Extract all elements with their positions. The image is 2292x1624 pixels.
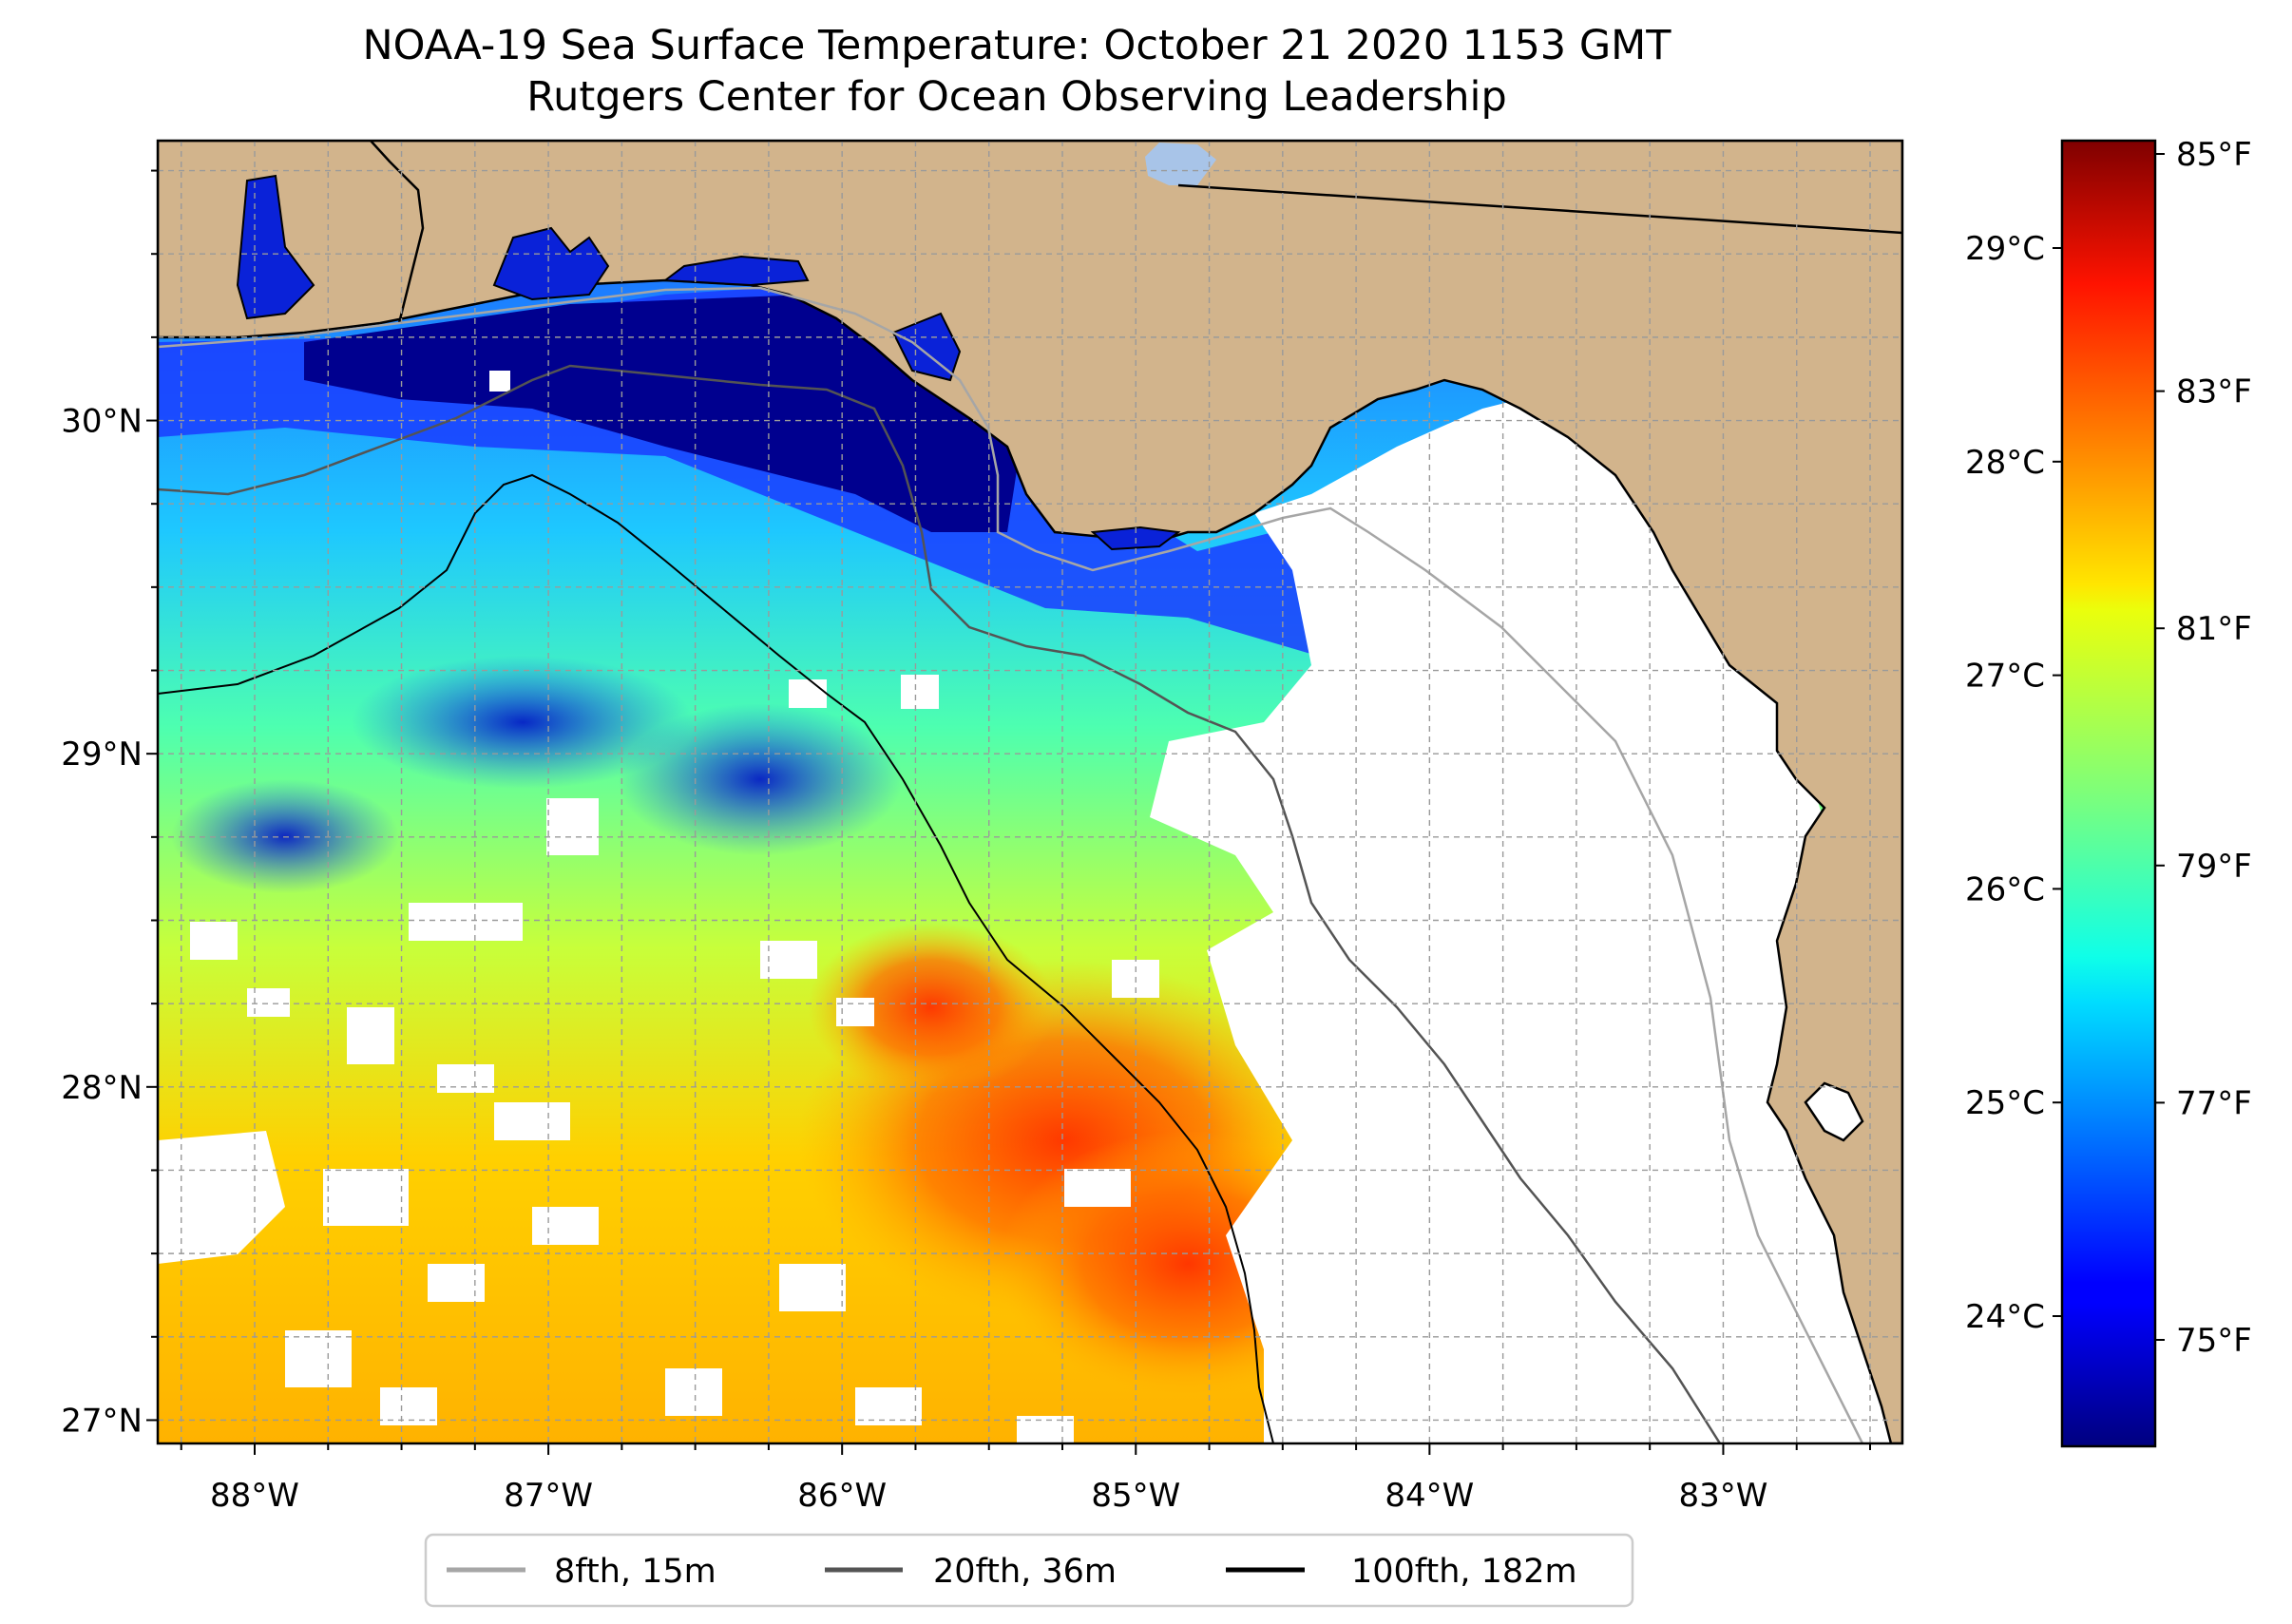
lon-tick-label: 85°W (1091, 1477, 1180, 1515)
lon-tick-label: 88°W (210, 1477, 299, 1515)
lon-tick-label: 86°W (797, 1477, 887, 1515)
fahrenheit-label: 75°F (2176, 1322, 2252, 1360)
celsius-label: 25°C (1965, 1084, 2045, 1122)
celsius-label: 28°C (1965, 444, 2045, 482)
colorbar-ticks (2053, 153, 2165, 1341)
no-data-region (158, 1131, 285, 1264)
mobile-bay (236, 174, 315, 320)
longitude-labels: 88°W 87°W 86°W 85°W 84°W 83°W (210, 1477, 1767, 1515)
map-gridlines (158, 141, 1902, 1443)
lat-tick-label: 30°N (61, 403, 143, 441)
coldest-water-patch (304, 295, 1026, 532)
isobath-legend: 8fth, 15m 20fth, 36m 100fth, 182m (424, 1533, 1634, 1608)
land-mass (158, 141, 1902, 1443)
legend-label-20fth: 20fth, 36m (933, 1553, 1117, 1591)
warm-water-core (808, 922, 1055, 1093)
celsius-label: 27°C (1965, 658, 2045, 696)
fahrenheit-label: 77°F (2176, 1084, 2252, 1122)
isobath-20fth-36m (158, 364, 1722, 1443)
legend-label-8fth: 8fth, 15m (554, 1553, 716, 1591)
lake (1145, 143, 1216, 185)
isobath-8fth-15m (158, 286, 1864, 1443)
map-title: NOAA-19 Sea Surface Temperature: October… (362, 22, 1671, 69)
cool-water-patch (352, 656, 694, 789)
colorbar-fahrenheit-labels: 85°F 83°F 81°F 79°F 77°F 75°F (2176, 136, 2252, 1360)
choctawhatchee-bay (662, 255, 810, 287)
tampa-bay (1804, 1081, 1864, 1142)
isobath-100fth-182m (158, 473, 1274, 1443)
lat-tick-label: 27°N (61, 1402, 143, 1440)
lon-tick-label: 83°W (1679, 1477, 1768, 1515)
state-boundary (1177, 183, 1902, 235)
colorbar-celsius-labels: 29°C 28°C 27°C 26°C 25°C 24°C (1965, 230, 2045, 1336)
celsius-label: 24°C (1965, 1298, 2045, 1336)
no-data-region (1150, 399, 1902, 1443)
fahrenheit-label: 79°F (2176, 848, 2252, 886)
fahrenheit-label: 85°F (2176, 136, 2252, 174)
latitude-labels: 30°N 29°N 28°N 27°N (61, 403, 143, 1441)
map-frame (156, 139, 1904, 1445)
cool-water-patch (171, 779, 399, 893)
legend-box (424, 1533, 1634, 1608)
celsius-label: 26°C (1965, 870, 2045, 908)
lat-tick-label: 28°N (61, 1069, 143, 1107)
cool-water-patch (618, 703, 903, 855)
pensacola-bay (492, 226, 610, 301)
colorbar (2060, 139, 2157, 1448)
state-boundary (370, 141, 425, 324)
lon-tick-label: 84°W (1385, 1477, 1474, 1515)
lat-tick-label: 29°N (61, 736, 143, 774)
fahrenheit-label: 81°F (2176, 610, 2252, 648)
map-subtitle: Rutgers Center for Ocean Observing Leade… (526, 73, 1507, 121)
map-axis-ticks (146, 169, 1871, 1455)
map-area (158, 141, 1902, 1443)
lon-tick-label: 87°W (504, 1477, 593, 1515)
fahrenheit-label: 83°F (2176, 373, 2252, 411)
legend-label-100fth: 100fth, 182m (1351, 1553, 1577, 1591)
celsius-label: 29°C (1965, 230, 2045, 268)
st-andrew-bay (891, 312, 962, 382)
